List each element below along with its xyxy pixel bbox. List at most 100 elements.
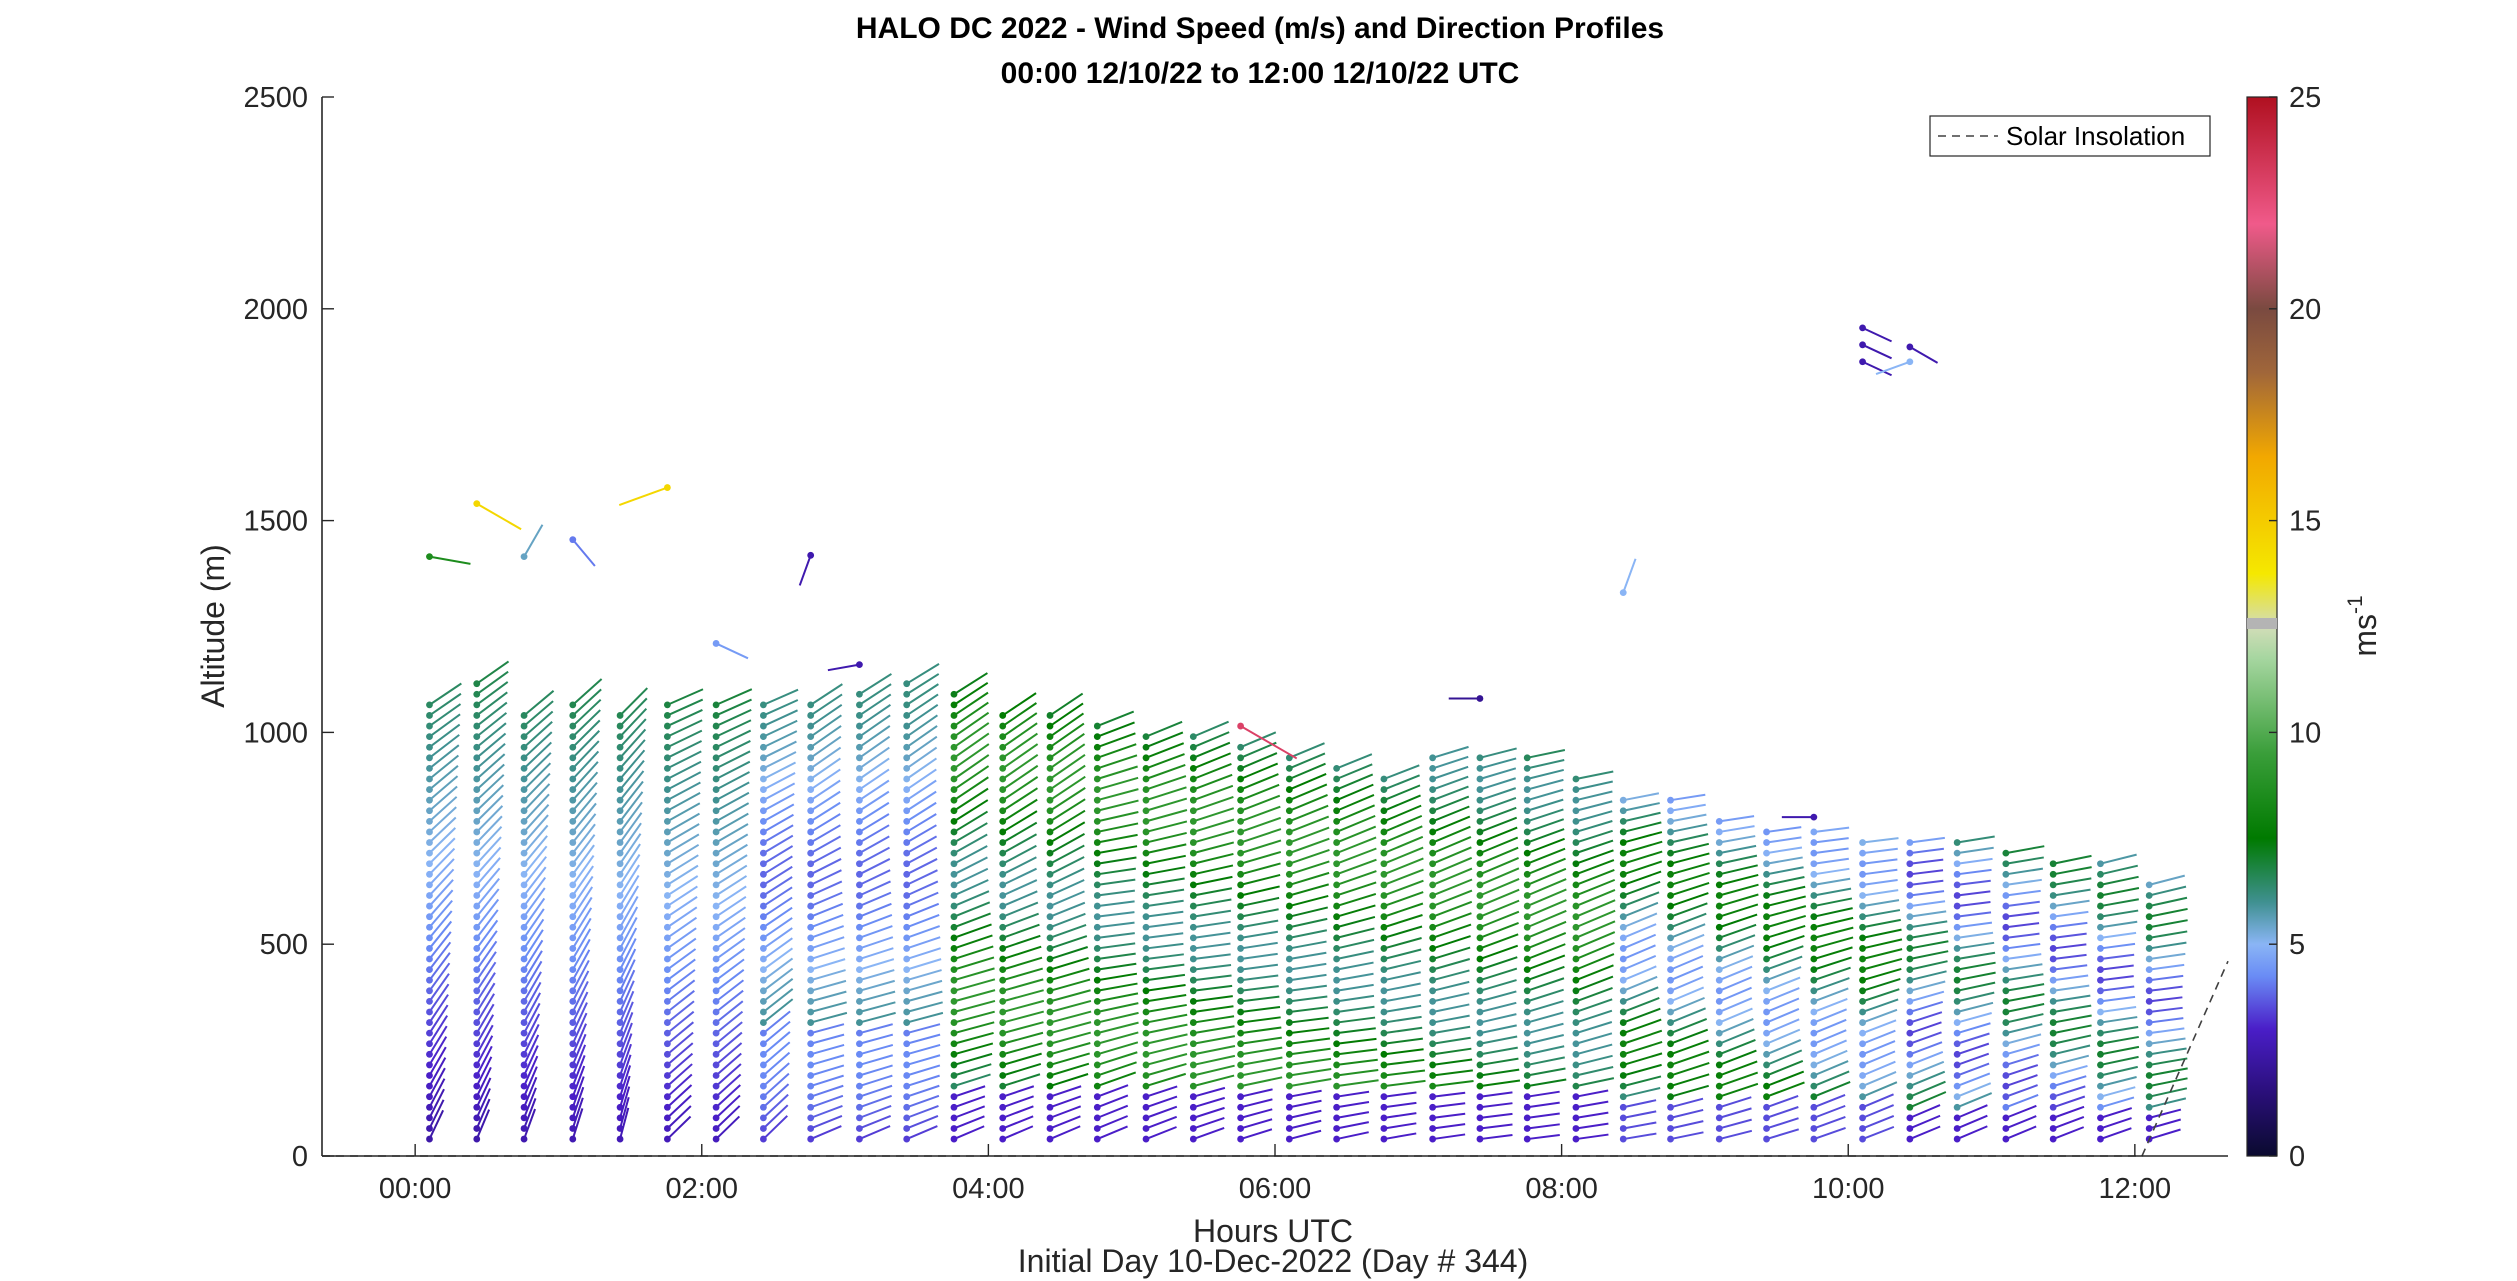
wind-barb-point [520, 754, 528, 762]
wind-barb-shaft [1383, 879, 1424, 897]
wind-barb-shaft [715, 642, 749, 660]
wind-barb-point [1763, 1135, 1770, 1143]
wind-barb-shaft [1813, 1018, 1847, 1035]
wind-barb-shaft [571, 970, 590, 1002]
wind-barb-shaft [1909, 1041, 1943, 1056]
wind-barb-point [569, 817, 577, 825]
wind-barb-shaft [2005, 932, 2040, 939]
wind-barb-point [807, 754, 815, 762]
wind-barb-point [759, 754, 767, 762]
wind-barb-shaft [1718, 1107, 1752, 1119]
wind-barb-shaft [2052, 1004, 2092, 1013]
wind-barb-point [1763, 934, 1770, 942]
wind-barb-shaft [523, 824, 549, 854]
wind-barb-point [1285, 1029, 1293, 1037]
wind-barb-point [1763, 923, 1770, 931]
wind-barb-point [712, 754, 720, 762]
wind-barb-point [1667, 1072, 1674, 1079]
wind-barb-point [426, 765, 433, 772]
wind-barb-shaft [1623, 802, 1660, 812]
wind-barb-point [616, 923, 624, 931]
wind-barb-shaft [2005, 867, 2044, 876]
wind-barb-point [856, 828, 863, 836]
wind-barb-shaft [1288, 804, 1329, 823]
wind-barb-point [2097, 1008, 2104, 1016]
wind-barb-point [1667, 849, 1674, 857]
wind-barb-point [1667, 1125, 1674, 1132]
wind-barb-point [663, 955, 671, 963]
wind-barb-shaft [1956, 951, 1996, 961]
wind-barb-shaft [1622, 1029, 1663, 1045]
wind-barb-point [903, 934, 911, 942]
wind-barb-point [1237, 849, 1245, 857]
wind-barb-shaft [1049, 967, 1090, 982]
wind-barb-point [1810, 902, 1818, 910]
wind-barb-shaft [428, 931, 452, 960]
wind-barb-point [1476, 1072, 1484, 1079]
wind-barb-shaft [2005, 1094, 2039, 1109]
wind-barb-point [616, 881, 624, 889]
wind-barb-shaft [1145, 973, 1186, 982]
wind-barb-shaft [1622, 997, 1660, 1013]
wind-barb-point [712, 945, 720, 952]
wind-barb-point [1715, 1050, 1723, 1058]
wind-barb-point [1333, 892, 1341, 899]
wind-barb-point [856, 807, 863, 815]
wind-barb-shaft [906, 990, 943, 1003]
wind-barb-shaft [1002, 1073, 1041, 1088]
wind-barb-point [473, 701, 481, 709]
wind-barb-shaft [1718, 976, 1753, 992]
wind-barb-shaft [1049, 692, 1084, 717]
wind-barb-point [903, 955, 911, 963]
wind-barb-point [1429, 1040, 1437, 1048]
wind-barb-point [1333, 1135, 1341, 1143]
wind-barb-shaft [1813, 997, 1848, 1013]
wind-barb-point [520, 796, 528, 804]
wind-barb-point [2097, 1135, 2104, 1143]
wind-barb-point [950, 754, 958, 762]
wind-barb-shaft [571, 1097, 584, 1129]
wind-barb-point [1380, 1019, 1388, 1026]
wind-barb-point [663, 892, 671, 899]
wind-barb-shaft [1575, 964, 1614, 982]
wind-barb-shaft [475, 1077, 492, 1108]
wind-barb-point [712, 1029, 720, 1037]
wind-barb-point [1810, 997, 1818, 1005]
wind-barb-point [1046, 1093, 1054, 1101]
wind-barb-point [473, 913, 481, 921]
wind-barb-shaft [1766, 1018, 1800, 1035]
wind-barb-shaft [619, 906, 639, 939]
wind-barb-point [759, 913, 767, 921]
wind-barb-point [1093, 1050, 1101, 1058]
wind-barb-shaft [1145, 994, 1187, 1003]
wind-barb-shaft [2052, 1085, 2086, 1098]
wind-barb-shaft [1862, 858, 1898, 865]
wind-barb-point [520, 553, 528, 561]
wind-barb-shaft [572, 781, 598, 812]
wind-barb-shaft [953, 890, 990, 907]
wind-barb-point [2145, 1040, 2153, 1048]
wind-barb-shaft [1289, 871, 1330, 886]
wind-barb-shaft [1575, 1021, 1613, 1035]
wind-barb-point [1619, 807, 1627, 815]
wind-barb-shaft [906, 1023, 941, 1035]
wind-barb-point [1093, 892, 1101, 899]
wind-barb-point [1476, 1050, 1484, 1058]
wind-barb-point [1046, 860, 1054, 868]
wind-barb-point [473, 1125, 481, 1132]
wind-barb-point [1953, 1061, 1961, 1069]
wind-barb-point [663, 1040, 671, 1048]
wind-barb-point [2097, 1125, 2104, 1132]
wind-barb-shaft [2100, 985, 2135, 992]
wind-barb-point [1093, 934, 1101, 942]
wind-barb-shaft [859, 1001, 896, 1013]
wind-barb-shaft [619, 1043, 632, 1076]
wind-barb-point [1237, 1103, 1245, 1111]
wind-barb-shaft [428, 785, 458, 812]
wind-barb-point [1859, 1103, 1866, 1111]
wind-barb-shaft [476, 712, 508, 738]
wind-barb-point [807, 1050, 815, 1058]
wind-barb-point [1142, 860, 1150, 868]
wind-barb-shaft [810, 693, 843, 717]
wind-barb-point [759, 743, 767, 751]
